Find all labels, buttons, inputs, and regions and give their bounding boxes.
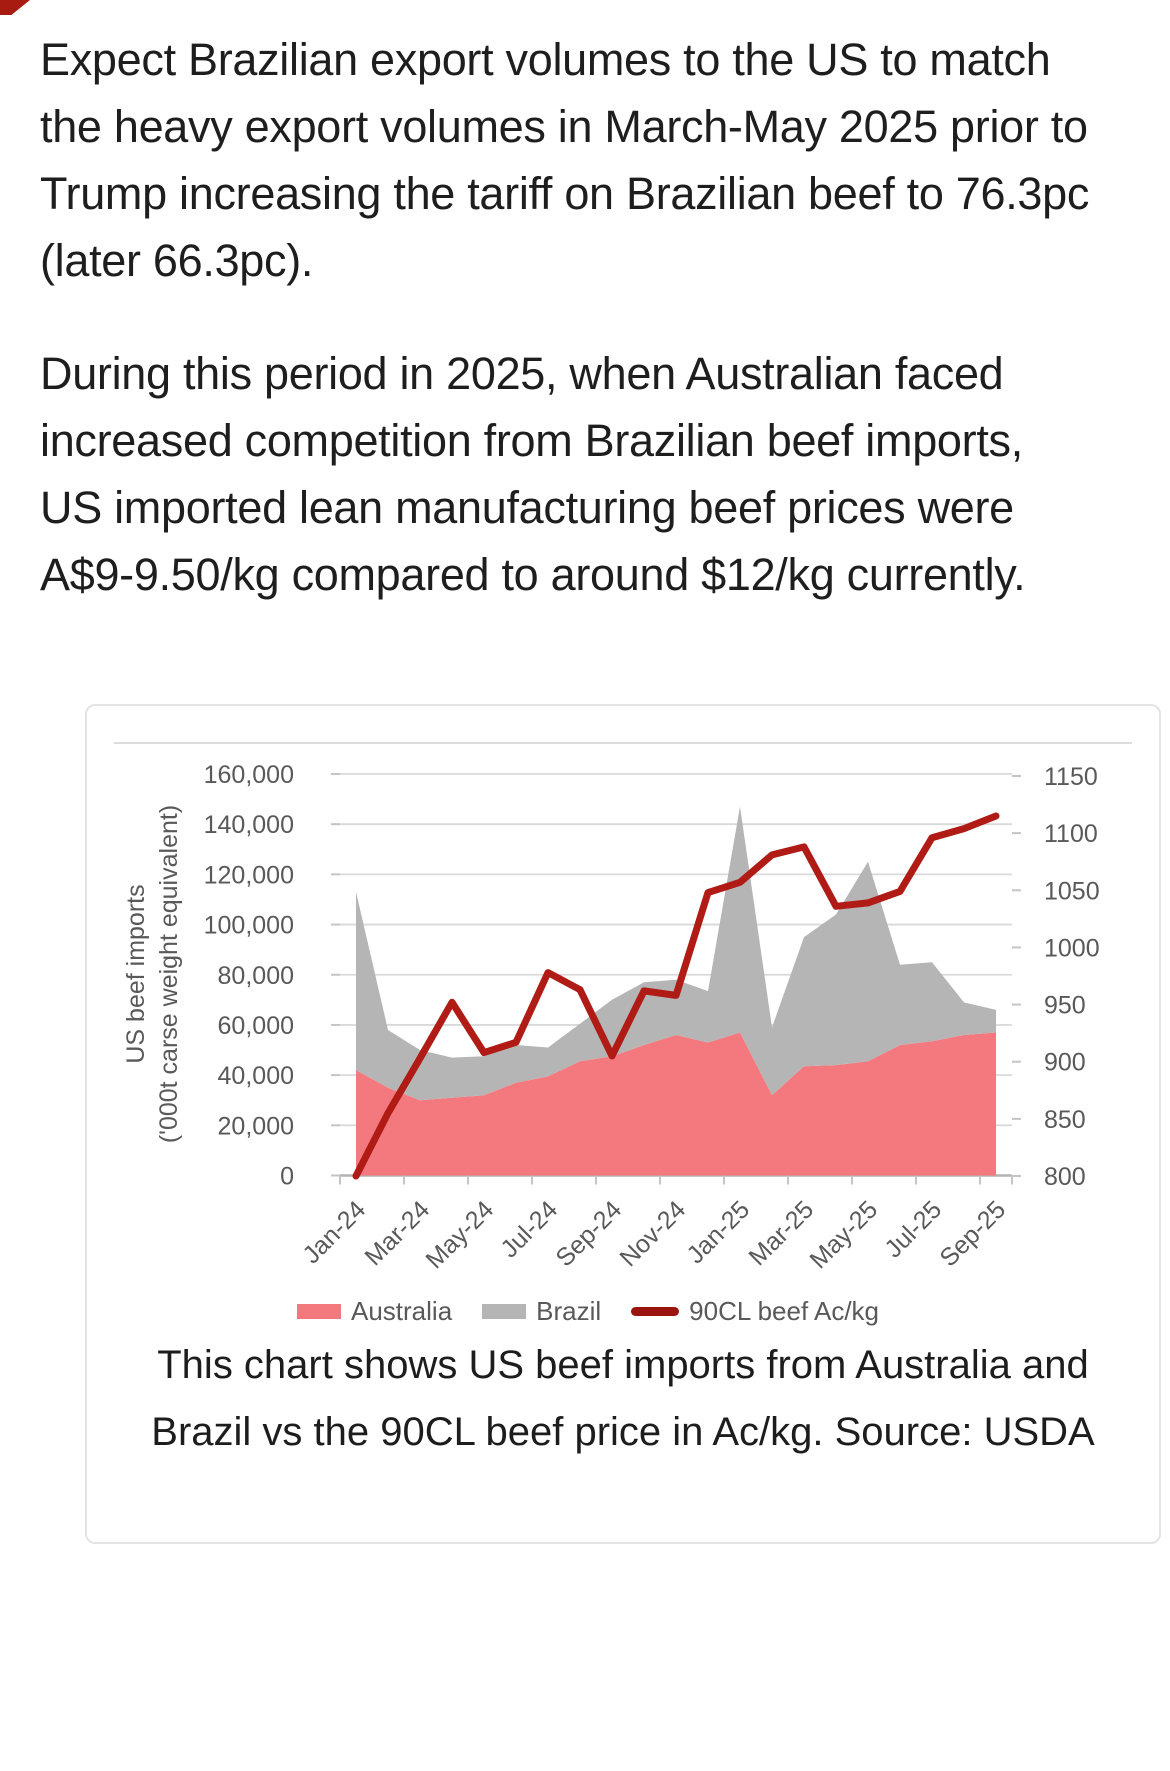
- article-body: Expect Brazilian export volumes to the U…: [40, 34, 1161, 1544]
- chart-legend: Australia Brazil 90CL beef Ac/kg: [297, 1296, 879, 1327]
- y-axis-title-line1: US beef imports: [122, 884, 150, 1063]
- legend-label-brazil: Brazil: [536, 1296, 602, 1326]
- chart-caption: This chart shows US beef imports from Au…: [151, 1343, 1095, 1454]
- legend-label-australia: Australia: [351, 1296, 453, 1326]
- article-paragraph-1: Expect Brazilian export volumes to the U…: [40, 34, 1090, 286]
- right-axis-tick-label: 950: [1044, 992, 1086, 1020]
- y-axis-tick-label: 60,000: [218, 1012, 294, 1040]
- right-axis-tick-label: 1000: [1044, 934, 1100, 962]
- y-axis-title-line2: ('000t carse weight equivalent): [155, 805, 183, 1143]
- chart-card: 160,000 140,000 120,000 100,000 80,000 60,000…: [85, 704, 1161, 1544]
- x-axis-tick-label: Mar-24: [359, 1195, 435, 1271]
- y-axis-tick-label: 80,000: [218, 962, 294, 990]
- y-axis-tick-label: 40,000: [218, 1062, 294, 1090]
- price-line: [352, 812, 1000, 1180]
- x-axis-tick-label: Nov-24: [614, 1195, 691, 1272]
- price-line-swatch-icon: [631, 1307, 680, 1316]
- legend-item-90cl-price: 90CL beef Ac/kg: [631, 1296, 879, 1327]
- legend-label-90cl-price: 90CL beef Ac/kg: [689, 1296, 880, 1326]
- y-axis-tick-label: 140,000: [204, 811, 294, 839]
- right-axis-tick-label: 850: [1044, 1106, 1086, 1134]
- x-axis-tick-label: Jan-24: [297, 1195, 371, 1269]
- x-axis-tick-label: May-25: [804, 1195, 883, 1274]
- x-axis-tick-label: Jan-25: [681, 1195, 755, 1269]
- right-axis-tick-label: 900: [1044, 1049, 1086, 1077]
- right-axis-tick-label: 1100: [1044, 820, 1098, 848]
- right-axis-tick-label: 800: [1044, 1163, 1086, 1191]
- y-axis-tick-label: 0: [280, 1163, 294, 1191]
- brazil-swatch-icon: [482, 1304, 527, 1319]
- australia-swatch-icon: [297, 1304, 341, 1319]
- brazil-area: [356, 806, 996, 1101]
- right-axis-tick-label: 1050: [1044, 877, 1100, 905]
- beef-imports-chart: 160,000 140,000 120,000 100,000 80,000 60,000…: [114, 742, 1132, 1274]
- y-axis-tick-label: 120,000: [204, 861, 294, 889]
- legend-item-brazil: Brazil: [482, 1296, 601, 1327]
- y-axis-tick-label: 20,000: [218, 1112, 294, 1140]
- y-axis-tick-label: 160,000: [204, 761, 294, 789]
- right-axis-tick-label: 1150: [1044, 763, 1098, 791]
- x-axis-tick-label: Sep-24: [550, 1195, 627, 1272]
- australia-area: [356, 1032, 996, 1176]
- legend-item-australia: Australia: [297, 1296, 452, 1327]
- x-axis-tick-label: Sep-25: [934, 1195, 1011, 1272]
- x-axis-tick-label: May-24: [420, 1195, 499, 1274]
- y-axis-tick-label: 100,000: [204, 912, 294, 940]
- article-paragraph-2: During this period in 2025, when Austral…: [40, 348, 1026, 600]
- x-axis-tick-label: Mar-25: [743, 1195, 819, 1271]
